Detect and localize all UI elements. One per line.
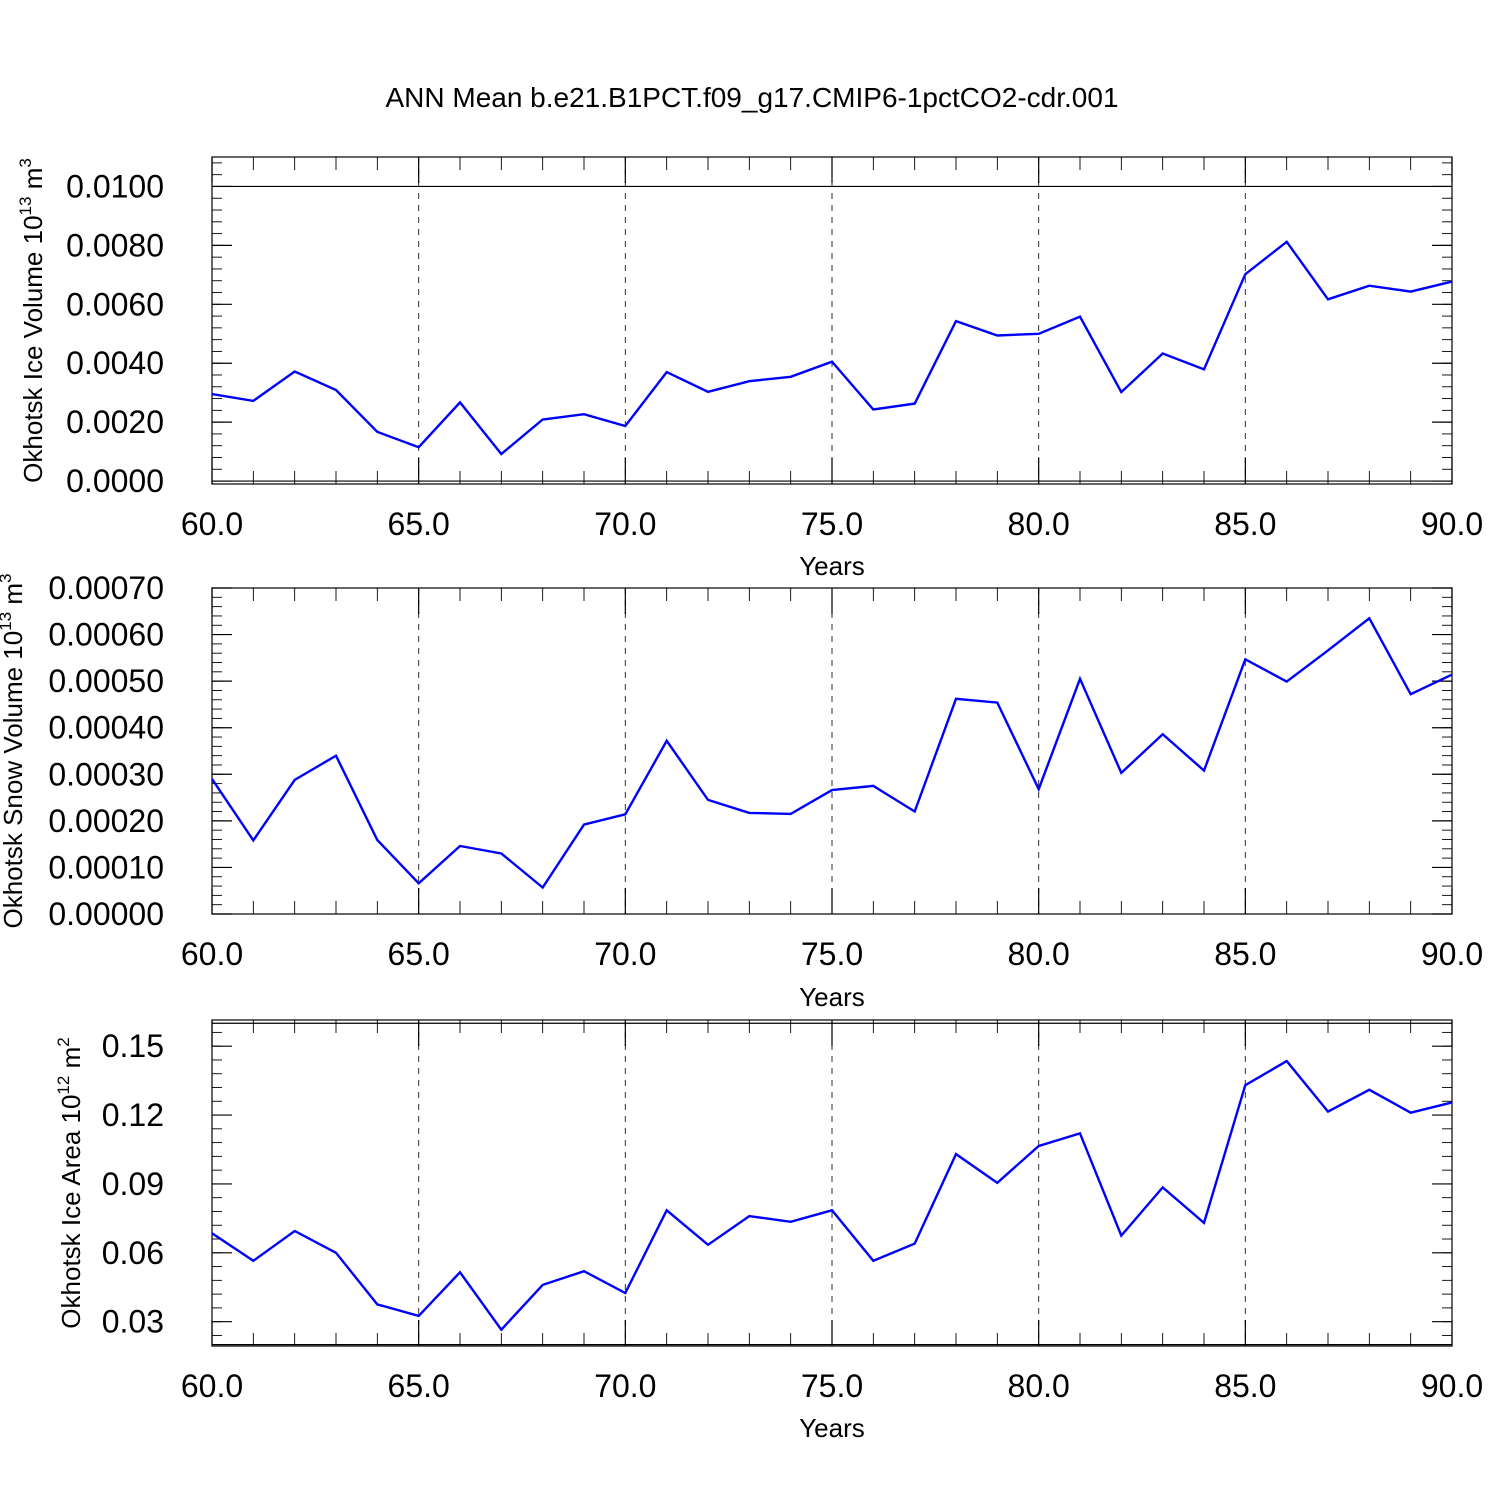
- y-tick-label: 0.09: [102, 1166, 164, 1202]
- y-tick-label: 0.00020: [48, 803, 164, 839]
- x-tick-label: 90.0: [1421, 506, 1483, 542]
- y-tick-label: 0.03: [102, 1304, 164, 1340]
- y-axis-label-exponent: 13: [0, 612, 15, 631]
- y-axis-label-unit: m: [0, 583, 28, 612]
- y-tick-label: 0.00050: [48, 663, 164, 699]
- y-axis-label-text: Okhotsk Ice Area 10: [56, 1095, 86, 1329]
- y-tick-label: 0.00060: [48, 617, 164, 653]
- x-tick-label: 90.0: [1421, 1368, 1483, 1404]
- y-axis-label-text: Okhotsk Ice Volume 10: [18, 215, 48, 482]
- figure-title: ANN Mean b.e21.B1PCT.f09_g17.CMIP6-1pctC…: [385, 82, 1118, 113]
- y-axis-label-unit-exponent: 2: [54, 1037, 73, 1046]
- series-line: [211, 1059, 1453, 1332]
- x-axis-label: Years: [799, 1413, 865, 1443]
- y-axis-label-unit-exponent: 3: [0, 574, 15, 583]
- ice-area-panel: 0.03 0.06 0.09 0.12 0.15 60.0 65.0 70.0 75.0 80.0…: [54, 1019, 1483, 1443]
- x-tick-label: 65.0: [388, 506, 450, 542]
- y-tick-label: 0.0100: [66, 168, 164, 204]
- y-tick-label: 0.00030: [48, 756, 164, 792]
- y-axis-label-exponent: 12: [54, 1076, 73, 1095]
- y-tick-label: 0.00070: [48, 570, 164, 606]
- y-axis-label: Okhotsk Ice Volume 1013 m3: [16, 158, 48, 483]
- x-tick-label: 75.0: [801, 1368, 863, 1404]
- y-axis-label-text: Okhotsk Snow Volume 10: [0, 631, 28, 929]
- x-tick-label: 65.0: [388, 1368, 450, 1404]
- y-axis-label-unit: m: [18, 168, 48, 197]
- y-tick-label: 0.0040: [66, 345, 164, 381]
- y-tick-label: 0.15: [102, 1028, 164, 1064]
- x-tick-label: 70.0: [594, 506, 656, 542]
- x-tick-label: 60.0: [181, 506, 243, 542]
- x-tick-label: 85.0: [1214, 936, 1276, 972]
- x-tick-label: 75.0: [801, 506, 863, 542]
- x-tick-label: 65.0: [388, 936, 450, 972]
- y-tick-label: 0.06: [102, 1235, 164, 1271]
- x-tick-label: 85.0: [1214, 1368, 1276, 1404]
- y-axis-label-exponent: 13: [16, 197, 35, 216]
- y-tick-label: 0.00000: [48, 896, 164, 932]
- x-tick-label: 75.0: [801, 936, 863, 972]
- y-tick-label: 0.0080: [66, 227, 164, 263]
- y-tick-label: 0.00010: [48, 849, 164, 885]
- x-tick-label: 60.0: [181, 1368, 243, 1404]
- y-axis-label-unit: m: [56, 1047, 86, 1076]
- y-tick-label: 0.0000: [66, 463, 164, 499]
- series-line: [211, 616, 1453, 890]
- series-line: [211, 240, 1453, 456]
- x-axis-label: Years: [799, 551, 865, 581]
- y-axis-label: Okhotsk Snow Volume 1013 m3: [0, 574, 28, 929]
- x-tick-label: 80.0: [1008, 1368, 1070, 1404]
- y-axis-label-unit-exponent: 3: [16, 158, 35, 167]
- snow-volume-panel: 0.00000 0.00010 0.00020 0.00030 0.00040 0.000…: [0, 570, 1483, 1012]
- y-tick-label: 0.0020: [66, 404, 164, 440]
- ice-volume-panel: 0.0000 0.0020 0.0040 0.0060 0.0080 0.0100 60.0…: [16, 156, 1483, 581]
- x-tick-label: 70.0: [594, 936, 656, 972]
- y-axis-label: Okhotsk Ice Area 1012 m2: [54, 1037, 86, 1328]
- x-tick-label: 90.0: [1421, 936, 1483, 972]
- y-tick-label: 0.0060: [66, 286, 164, 322]
- y-tick-label: 0.12: [102, 1097, 164, 1133]
- x-tick-label: 85.0: [1214, 506, 1276, 542]
- x-tick-label: 80.0: [1008, 936, 1070, 972]
- y-tick-label: 0.00040: [48, 710, 164, 746]
- x-tick-label: 70.0: [594, 1368, 656, 1404]
- x-axis-label: Years: [799, 982, 865, 1012]
- x-tick-label: 80.0: [1008, 506, 1070, 542]
- x-tick-label: 60.0: [181, 936, 243, 972]
